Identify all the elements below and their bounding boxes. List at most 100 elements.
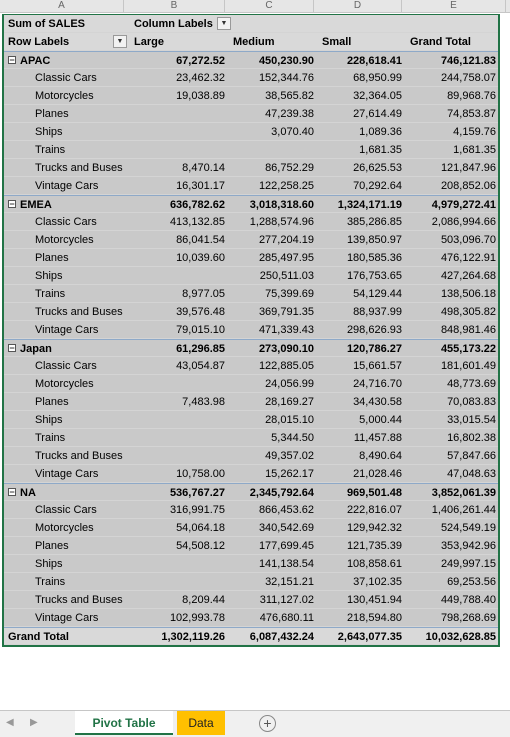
table-row[interactable]: Planes 54,508.12 177,699.45 121,735.39 353,9… xyxy=(4,537,498,555)
column-labels-header[interactable]: Column Labels xyxy=(128,15,227,33)
value-small: 385,286.85 xyxy=(346,216,402,228)
add-sheet-icon[interactable]: + xyxy=(259,715,276,732)
value-large: 54,508.12 xyxy=(176,540,225,552)
table-row[interactable]: Planes 10,039.60 285,497.95 180,585.36 476,1… xyxy=(4,249,498,267)
table-row[interactable]: Vintage Cars 10,758.00 15,262.17 21,028.46 4… xyxy=(4,465,498,483)
row-labels-header[interactable]: Row Labels xyxy=(8,36,70,48)
header-grand-total[interactable]: Grand Total xyxy=(410,36,471,48)
column-header-b[interactable]: B xyxy=(124,0,225,12)
value-small: 88,937.99 xyxy=(353,306,402,318)
group-row[interactable]: − EMEA 636,782.62 3,018,318.60 1,324,171.19 4… xyxy=(4,195,498,213)
group-label-cell: − NA xyxy=(6,484,128,502)
value-medium: 5,344.50 xyxy=(271,432,314,444)
group-total-large: 61,296.85 xyxy=(176,343,225,355)
value-medium: 28,015.10 xyxy=(265,414,314,426)
scroll-right-icon[interactable]: ▶ xyxy=(30,717,38,728)
value-small: 24,716.70 xyxy=(353,378,402,390)
item-label: Motorcycles xyxy=(35,378,94,390)
table-row[interactable]: Planes 47,239.38 27,614.49 74,853.87 xyxy=(4,105,498,123)
table-row[interactable]: Trucks and Buses 8,209.44 311,127.02 130,45… xyxy=(4,591,498,609)
collapse-icon[interactable]: − xyxy=(8,55,16,66)
table-row[interactable]: Trucks and Buses 8,470.14 86,752.29 26,625.… xyxy=(4,159,498,177)
item-label: Trains xyxy=(35,432,66,444)
group-label-cell: − APAC xyxy=(6,52,128,70)
table-row[interactable]: Trucks and Buses 39,576.48 369,791.35 88,93… xyxy=(4,303,498,321)
group-row[interactable]: − Japan 61,296.85 273,090.10 120,786.27 455,1… xyxy=(4,339,498,357)
column-header-c[interactable]: C xyxy=(225,0,314,12)
table-row[interactable]: Classic Cars 43,054.87 122,885.05 15,661.57… xyxy=(4,357,498,375)
item-label: Ships xyxy=(35,270,63,282)
table-row[interactable]: Vintage Cars 16,301.17 122,258.25 70,292.64… xyxy=(4,177,498,195)
value-grand: 1,681.35 xyxy=(453,144,496,156)
table-row[interactable]: Ships 28,015.10 5,000.44 33,015.54 xyxy=(4,411,498,429)
group-total-medium: 3,018,318.60 xyxy=(249,199,314,211)
value-grand: 249,997.15 xyxy=(440,558,496,570)
item-label: Classic Cars xyxy=(35,504,97,516)
item-label: Classic Cars xyxy=(35,216,97,228)
table-row[interactable]: Trains 32,151.21 37,102.35 69,253.56 xyxy=(4,573,498,591)
item-label: Trucks and Buses xyxy=(35,450,123,462)
value-large xyxy=(128,429,227,447)
table-row[interactable]: Vintage Cars 79,015.10 471,339.43 298,626.9… xyxy=(4,321,498,339)
value-large xyxy=(128,123,227,141)
group-row[interactable]: − APAC 67,272.52 450,230.90 228,618.41 746,12… xyxy=(4,51,498,69)
tab-data[interactable]: Data xyxy=(177,711,225,735)
table-row[interactable]: Trucks and Buses 49,357.02 8,490.64 57,847.… xyxy=(4,447,498,465)
value-small: 1,681.35 xyxy=(359,144,402,156)
table-row[interactable]: Trains 5,344.50 11,457.88 16,802.38 xyxy=(4,429,498,447)
item-label: Planes xyxy=(35,108,69,120)
value-large: 10,039.60 xyxy=(176,252,225,264)
table-row[interactable]: Trains 1,681.35 1,681.35 xyxy=(4,141,498,159)
table-row[interactable]: Ships 250,511.03 176,753.65 427,264.68 xyxy=(4,267,498,285)
value-grand: 74,853.87 xyxy=(447,108,496,120)
collapse-icon[interactable]: − xyxy=(8,487,16,498)
column-filter-dropdown-icon[interactable]: ▼ xyxy=(217,17,231,30)
table-row[interactable]: Motorcycles 24,056.99 24,716.70 48,773.69 xyxy=(4,375,498,393)
header-medium[interactable]: Medium xyxy=(233,36,275,48)
value-medium: 28,169.27 xyxy=(265,396,314,408)
table-row[interactable]: Ships 141,138.54 108,858.61 249,997.15 xyxy=(4,555,498,573)
table-row[interactable]: Classic Cars 316,991.75 866,453.62 222,816.… xyxy=(4,501,498,519)
header-large[interactable]: Large xyxy=(134,36,164,48)
column-header-d[interactable]: D xyxy=(314,0,402,12)
value-medium: 285,497.95 xyxy=(258,252,314,264)
table-row[interactable]: Classic Cars 23,462.32 152,344.76 68,950.99… xyxy=(4,69,498,87)
values-field-label[interactable]: Sum of SALES xyxy=(8,18,86,30)
row-filter-dropdown-icon[interactable]: ▼ xyxy=(113,35,127,48)
group-total-grand: 746,121.83 xyxy=(440,55,496,67)
header-small[interactable]: Small xyxy=(322,36,352,48)
scroll-left-icon[interactable]: ◀ xyxy=(6,717,14,728)
value-grand: 244,758.07 xyxy=(440,72,496,84)
group-total-large: 67,272.52 xyxy=(176,55,225,67)
value-small: 5,000.44 xyxy=(359,414,402,426)
item-label: Vintage Cars xyxy=(35,612,99,624)
table-row[interactable]: Motorcycles 19,038.89 38,565.82 32,364.05 89… xyxy=(4,87,498,105)
table-row[interactable]: Trains 8,977.05 75,399.69 54,129.44 138,506.… xyxy=(4,285,498,303)
tab-pivot-table[interactable]: Pivot Table xyxy=(75,711,173,735)
group-row[interactable]: − NA 536,767.27 2,345,792.64 969,501.48 3,852… xyxy=(4,483,498,501)
table-row[interactable]: Motorcycles 86,041.54 277,204.19 139,850.97… xyxy=(4,231,498,249)
value-small: 139,850.97 xyxy=(346,234,402,246)
grand-total-medium: 6,087,432.24 xyxy=(249,631,314,643)
group-label: EMEA xyxy=(20,199,52,211)
collapse-icon[interactable]: − xyxy=(8,343,16,354)
item-label: Trains xyxy=(35,144,66,156)
group-total-grand: 3,852,061.39 xyxy=(431,487,496,499)
table-row[interactable]: Vintage Cars 102,993.78 476,680.11 218,594.… xyxy=(4,609,498,627)
value-large xyxy=(128,447,227,465)
table-row[interactable]: Motorcycles 54,064.18 340,542.69 129,942.32… xyxy=(4,519,498,537)
table-row[interactable]: Classic Cars 413,132.85 1,288,574.96 385,28… xyxy=(4,213,498,231)
table-row[interactable]: Ships 3,070.40 1,089.36 4,159.76 xyxy=(4,123,498,141)
column-header-e[interactable]: E xyxy=(402,0,506,12)
value-grand: 69,253.56 xyxy=(447,576,496,588)
column-header-a[interactable]: A xyxy=(0,0,124,12)
item-label: Ships xyxy=(35,414,63,426)
grand-total-row[interactable]: Grand Total 1,302,119.26 6,087,432.24 2,… xyxy=(4,627,498,645)
value-grand: 1,406,261.44 xyxy=(431,504,496,516)
value-grand: 48,773.69 xyxy=(447,378,496,390)
table-row[interactable]: Planes 7,483.98 28,169.27 34,430.58 70,083.8… xyxy=(4,393,498,411)
value-large: 316,991.75 xyxy=(169,504,225,516)
collapse-icon[interactable]: − xyxy=(8,199,16,210)
value-small: 180,585.36 xyxy=(346,252,402,264)
value-grand: 70,083.83 xyxy=(447,396,496,408)
